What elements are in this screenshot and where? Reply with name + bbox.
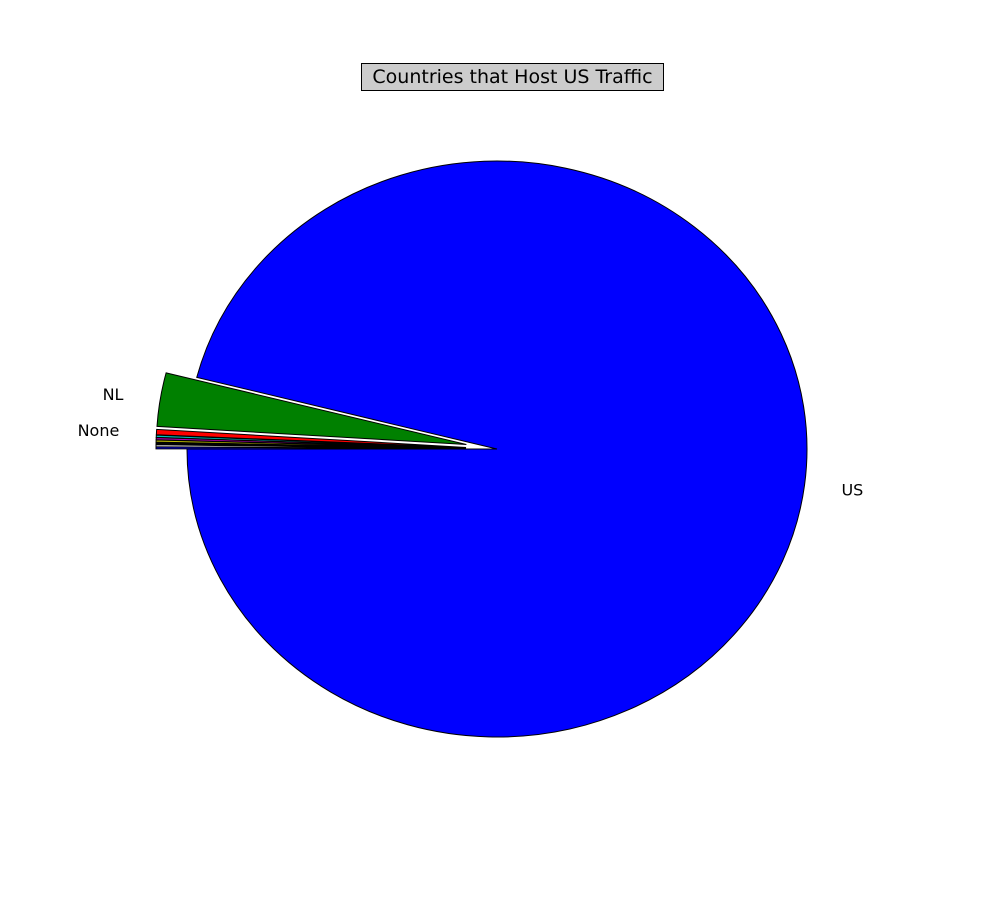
pie-label-nl: NL [103,385,124,404]
pie-slice-us [186,160,808,738]
chart-title-text: Countries that Host US Traffic [372,66,652,88]
pie-labels: US NL None [78,385,864,499]
pie-label-us: US [841,480,863,499]
pie-label-none: None [78,421,120,440]
chart-title-box [361,63,664,91]
pie-slice-nl [156,372,467,445]
pie-slice-minor-8 [155,446,467,450]
chart-title: Countries that Host US Traffic [361,63,664,91]
pie-slices [155,160,808,738]
